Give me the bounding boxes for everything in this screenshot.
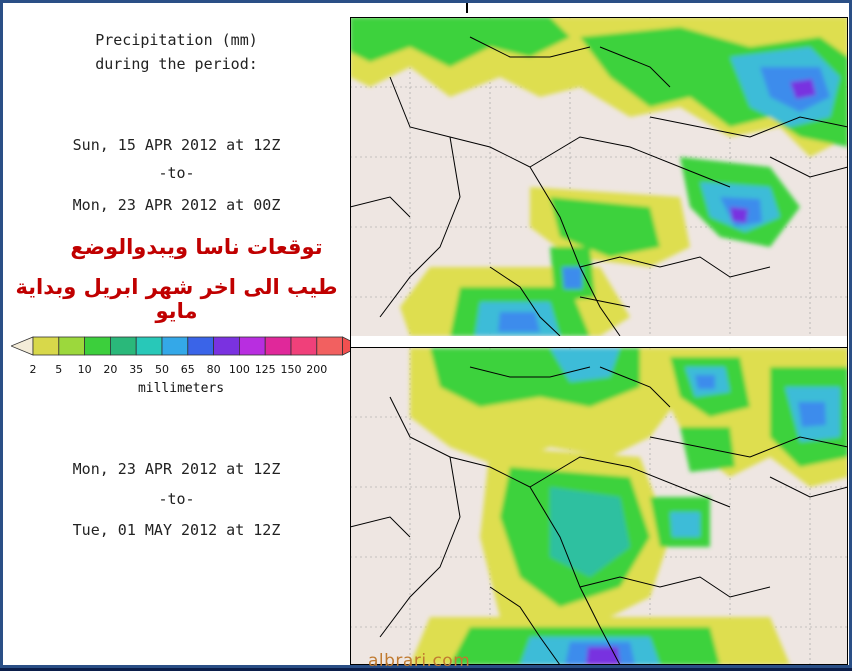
- legend-swatch: [213, 336, 240, 356]
- map-separator: [350, 336, 848, 348]
- period2-start: Mon, 23 APR 2012 at 12Z: [72, 460, 281, 478]
- map-area: [350, 17, 848, 665]
- legend-swatch: [264, 336, 292, 356]
- legend-swatch: [238, 336, 266, 356]
- top-map-borders: [350, 36, 848, 336]
- legend-swatch: [110, 336, 137, 356]
- bottom-map-borders: [350, 366, 848, 665]
- legend-tick-label: 20: [103, 363, 118, 376]
- legend-tick-label: 5: [55, 363, 63, 376]
- legend-swatch: [161, 336, 189, 356]
- legend-tick-label: 10: [77, 363, 92, 376]
- legend-swatch: [58, 336, 85, 356]
- legend-tick-label: 2: [29, 363, 37, 376]
- map-period-1: [350, 17, 848, 336]
- period2-to: -to-: [158, 490, 195, 508]
- arabic-line-1: توقعات ناسا ويبدوالوضع: [70, 235, 323, 259]
- top-map-precip: [350, 17, 848, 336]
- legend-swatch: [135, 336, 163, 356]
- legend-tick-label: 65: [180, 363, 195, 376]
- bottom-map-precip: [410, 348, 848, 665]
- legend-tick-label: 200: [306, 363, 328, 376]
- legend-tick-label: 80: [206, 363, 221, 376]
- text-panel: Precipitation (mm) during the period: Su…: [3, 3, 350, 665]
- legend-tick-label: 125: [254, 363, 276, 376]
- top-tick-mark: [466, 3, 468, 13]
- legend-swatch: [84, 336, 111, 356]
- period2-end: Tue, 01 MAY 2012 at 12Z: [72, 521, 281, 539]
- period1-end: Mon, 23 APR 2012 at 00Z: [72, 196, 281, 214]
- title-line-2: during the period:: [95, 55, 258, 73]
- period1-to: -to-: [158, 164, 195, 182]
- title-line-1: Precipitation (mm): [95, 31, 258, 49]
- legend-swatch: [290, 336, 318, 356]
- arabic-line-2: طيب الى اخر شهر ابريل وبداية مايو: [15, 275, 338, 323]
- map-period-2: [350, 348, 848, 665]
- legend-swatch: [32, 336, 60, 356]
- color-legend: 2 5 10 20 35 50 65 80 100 125 150 200 millimeters: [9, 333, 362, 403]
- legend-colorbar: [9, 336, 362, 356]
- watermark: albrari.com: [368, 651, 471, 671]
- legend-tick-label: 100: [228, 363, 250, 376]
- legend-tick-label: 150: [280, 363, 302, 376]
- legend-unit: millimeters: [137, 381, 225, 396]
- legend-tick-label: 35: [129, 363, 144, 376]
- precipitation-maps: [350, 17, 848, 665]
- legend-swatch: [187, 336, 215, 356]
- legend-tick-label: 50: [155, 363, 169, 376]
- legend-arrow-low: [9, 336, 34, 356]
- period1-start: Sun, 15 APR 2012 at 12Z: [72, 136, 281, 154]
- legend-swatch: [316, 336, 343, 356]
